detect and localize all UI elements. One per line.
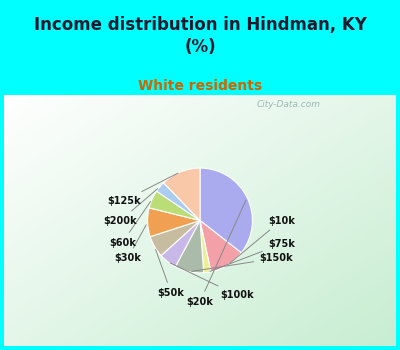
Text: $75k: $75k [210, 239, 295, 271]
Wedge shape [200, 220, 211, 273]
Wedge shape [200, 168, 252, 253]
Text: $100k: $100k [170, 263, 254, 300]
Text: $30k: $30k [114, 225, 146, 263]
Text: City-Data.com: City-Data.com [257, 99, 321, 108]
Text: $20k: $20k [186, 200, 246, 307]
Text: White residents: White residents [138, 79, 262, 93]
Text: $50k: $50k [156, 249, 185, 298]
Text: $200k: $200k [104, 189, 158, 225]
Wedge shape [175, 220, 204, 273]
Text: $150k: $150k [192, 253, 293, 271]
Text: $10k: $10k [230, 216, 295, 263]
Wedge shape [148, 208, 200, 237]
Text: Income distribution in Hindman, KY
(%): Income distribution in Hindman, KY (%) [34, 16, 366, 56]
Wedge shape [164, 168, 200, 220]
Wedge shape [161, 220, 200, 267]
Wedge shape [200, 220, 241, 272]
Text: $60k: $60k [109, 202, 150, 247]
Wedge shape [149, 191, 200, 220]
Text: $125k: $125k [107, 173, 178, 205]
Wedge shape [156, 183, 200, 220]
Wedge shape [150, 220, 200, 256]
